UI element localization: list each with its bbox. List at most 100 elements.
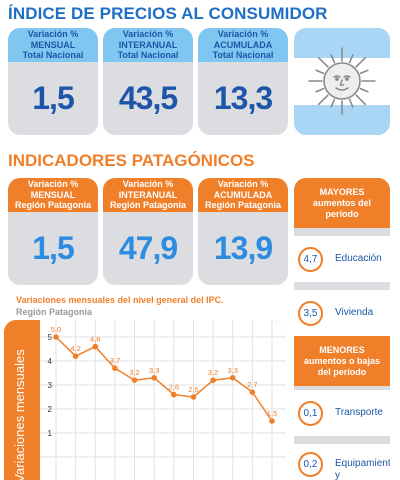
- item-label: Vivienda: [335, 307, 374, 318]
- mayores-header-line: MAYORES: [319, 186, 365, 197]
- mayores-header-line: aumentos del: [312, 197, 371, 208]
- data-label: 2,5: [188, 385, 198, 394]
- data-label: 3,2: [208, 368, 218, 377]
- card-caption: Variación % INTERANUAL Región Patagonia: [103, 178, 193, 212]
- y-tick-label: 3: [48, 381, 53, 390]
- data-point: [53, 334, 59, 340]
- data-point: [151, 375, 157, 381]
- card-value: 1,5: [8, 62, 98, 135]
- y-axis-label: Variaciones mensuales: [12, 349, 27, 480]
- data-point: [72, 353, 79, 359]
- card-caption: Variación % MENSUAL Región Patagonia: [8, 178, 98, 212]
- card-caption-line: Variación %: [217, 179, 269, 190]
- patagonia-title: INDICADORES PATAGÓNICOS: [8, 151, 255, 170]
- menores-header: MENORES aumentos o bajas del período: [294, 336, 390, 386]
- card-caption-line: Total Nacional: [212, 50, 274, 61]
- card-acumulada-nacional: Variación % ACUMULADA Total Nacional 13,…: [198, 28, 288, 135]
- card-caption: Variación % MENSUAL Total Nacional: [8, 28, 98, 62]
- data-point: [229, 375, 236, 381]
- y-tick-label: 2: [48, 405, 53, 414]
- sun-ray: [348, 54, 354, 64]
- card-caption-line: MENSUAL: [30, 39, 76, 50]
- data-label: 4,6: [90, 335, 100, 344]
- data-point: [171, 391, 177, 398]
- data-label: 3,3: [149, 366, 159, 375]
- ipc-title: ÍNDICE DE PRECIOS AL CONSUMIDOR: [8, 4, 328, 23]
- mayores-item: 4,7 Educación: [294, 236, 390, 282]
- menores-item: 0,2 Equipamiento y: [294, 444, 390, 480]
- sun-ray: [348, 98, 354, 108]
- card-value: 43,5: [103, 62, 193, 135]
- chart-grid: [40, 320, 286, 480]
- mayores-header-line: período: [325, 208, 359, 219]
- item-value: 0,1: [298, 400, 323, 426]
- argentina-flag: [294, 28, 390, 135]
- card-interanual-nacional: Variación % INTERANUAL Total Nacional 43…: [103, 28, 193, 135]
- card-caption-line: Variación %: [27, 29, 79, 40]
- card-caption-line: MENSUAL: [30, 189, 76, 200]
- card-caption: Variación % INTERANUAL Total Nacional: [103, 28, 193, 62]
- data-label: 4,2: [70, 344, 80, 353]
- card-caption-line: Región Patagonia: [14, 200, 91, 211]
- card-caption-line: Total Nacional: [117, 50, 179, 61]
- data-point: [210, 377, 216, 383]
- sun-ray: [317, 94, 329, 106]
- menores-item: 0,1 Transporte: [294, 390, 390, 436]
- item-value: 3,5: [298, 300, 323, 326]
- sun-ray: [330, 98, 336, 108]
- y-tick-label: 4: [48, 357, 53, 366]
- data-point: [269, 418, 275, 424]
- card-mensual-nacional: Variación % MENSUAL Total Nacional 1,5: [8, 28, 98, 135]
- data-labels: 5,0 4,2 4,6 3,7 3,2 3,3 2,6 2,5 3,2 3,3 2,7 1,5: [51, 325, 277, 418]
- card-value: 13,3: [198, 62, 288, 135]
- card-value: 47,9: [103, 212, 193, 285]
- data-label: 5,0: [51, 325, 61, 334]
- card-mensual-patagonia: Variación % MENSUAL Región Patagonia 1,5: [8, 178, 98, 285]
- menores-header-line: aumentos o bajas: [303, 355, 381, 366]
- card-caption-line: Región Patagonia: [109, 200, 186, 211]
- data-label: 3,2: [129, 368, 139, 377]
- item-label: Equipamiento y: [335, 458, 390, 480]
- card-caption-line: ACUMULADA: [213, 189, 273, 200]
- item-label: Educación: [335, 253, 382, 264]
- data-point: [131, 377, 138, 383]
- sun-ray: [359, 87, 369, 93]
- sun-ray: [355, 56, 367, 68]
- sun-ray: [330, 54, 336, 64]
- sun-ray: [359, 69, 369, 75]
- data-label: 3,3: [228, 366, 238, 375]
- data-point: [112, 365, 118, 371]
- data-label: 2,7: [247, 380, 257, 389]
- chart-panel: 1 2 3 4 5 Variaciones mensuales 5,0 4,2 4,6 3,7…: [4, 320, 286, 480]
- card-caption-line: Región Patagonia: [204, 200, 281, 211]
- sidebar-panel: MAYORES aumentos del período 4,7 Educaci…: [294, 178, 390, 480]
- item-value: 4,7: [298, 246, 323, 272]
- chart-subtitle: Región Patagonia: [16, 307, 93, 317]
- y-tick-label: 1: [48, 429, 53, 438]
- sun-ray: [315, 87, 325, 93]
- mayores-header: MAYORES aumentos del período: [294, 178, 390, 228]
- card-value: 13,9: [198, 212, 288, 285]
- menores-header-line: del período: [317, 366, 367, 377]
- data-point: [190, 394, 197, 400]
- sun-of-may-icon: [308, 47, 376, 115]
- item-value: 0,2: [298, 452, 323, 477]
- line-chart: 1 2 3 4 5 Variaciones mensuales 5,0 4,2 4,6 3,7…: [12, 320, 286, 480]
- card-caption-line: Variación %: [27, 179, 79, 190]
- plot-area: [40, 320, 286, 480]
- card-caption-line: Variación %: [122, 29, 174, 40]
- y-axis: 1 2 3 4 5: [48, 333, 53, 438]
- sun-ray: [317, 56, 329, 68]
- data-point: [92, 343, 99, 350]
- item-label: Transporte: [335, 407, 383, 418]
- card-value: 1,5: [8, 212, 98, 285]
- data-label: 3,7: [110, 356, 120, 365]
- data-point: [249, 389, 256, 395]
- sun-ray: [315, 69, 325, 75]
- card-caption-line: INTERANUAL: [118, 189, 178, 200]
- card-acumulada-patagonia: Variación % ACUMULADA Región Patagonia 1…: [198, 178, 288, 285]
- chart-title: Variaciones mensuales del nivel general …: [16, 295, 224, 305]
- card-caption-line: Total Nacional: [22, 50, 84, 61]
- mayores-item: 3,5 Vivienda: [294, 290, 390, 336]
- data-label: 1,5: [267, 409, 277, 418]
